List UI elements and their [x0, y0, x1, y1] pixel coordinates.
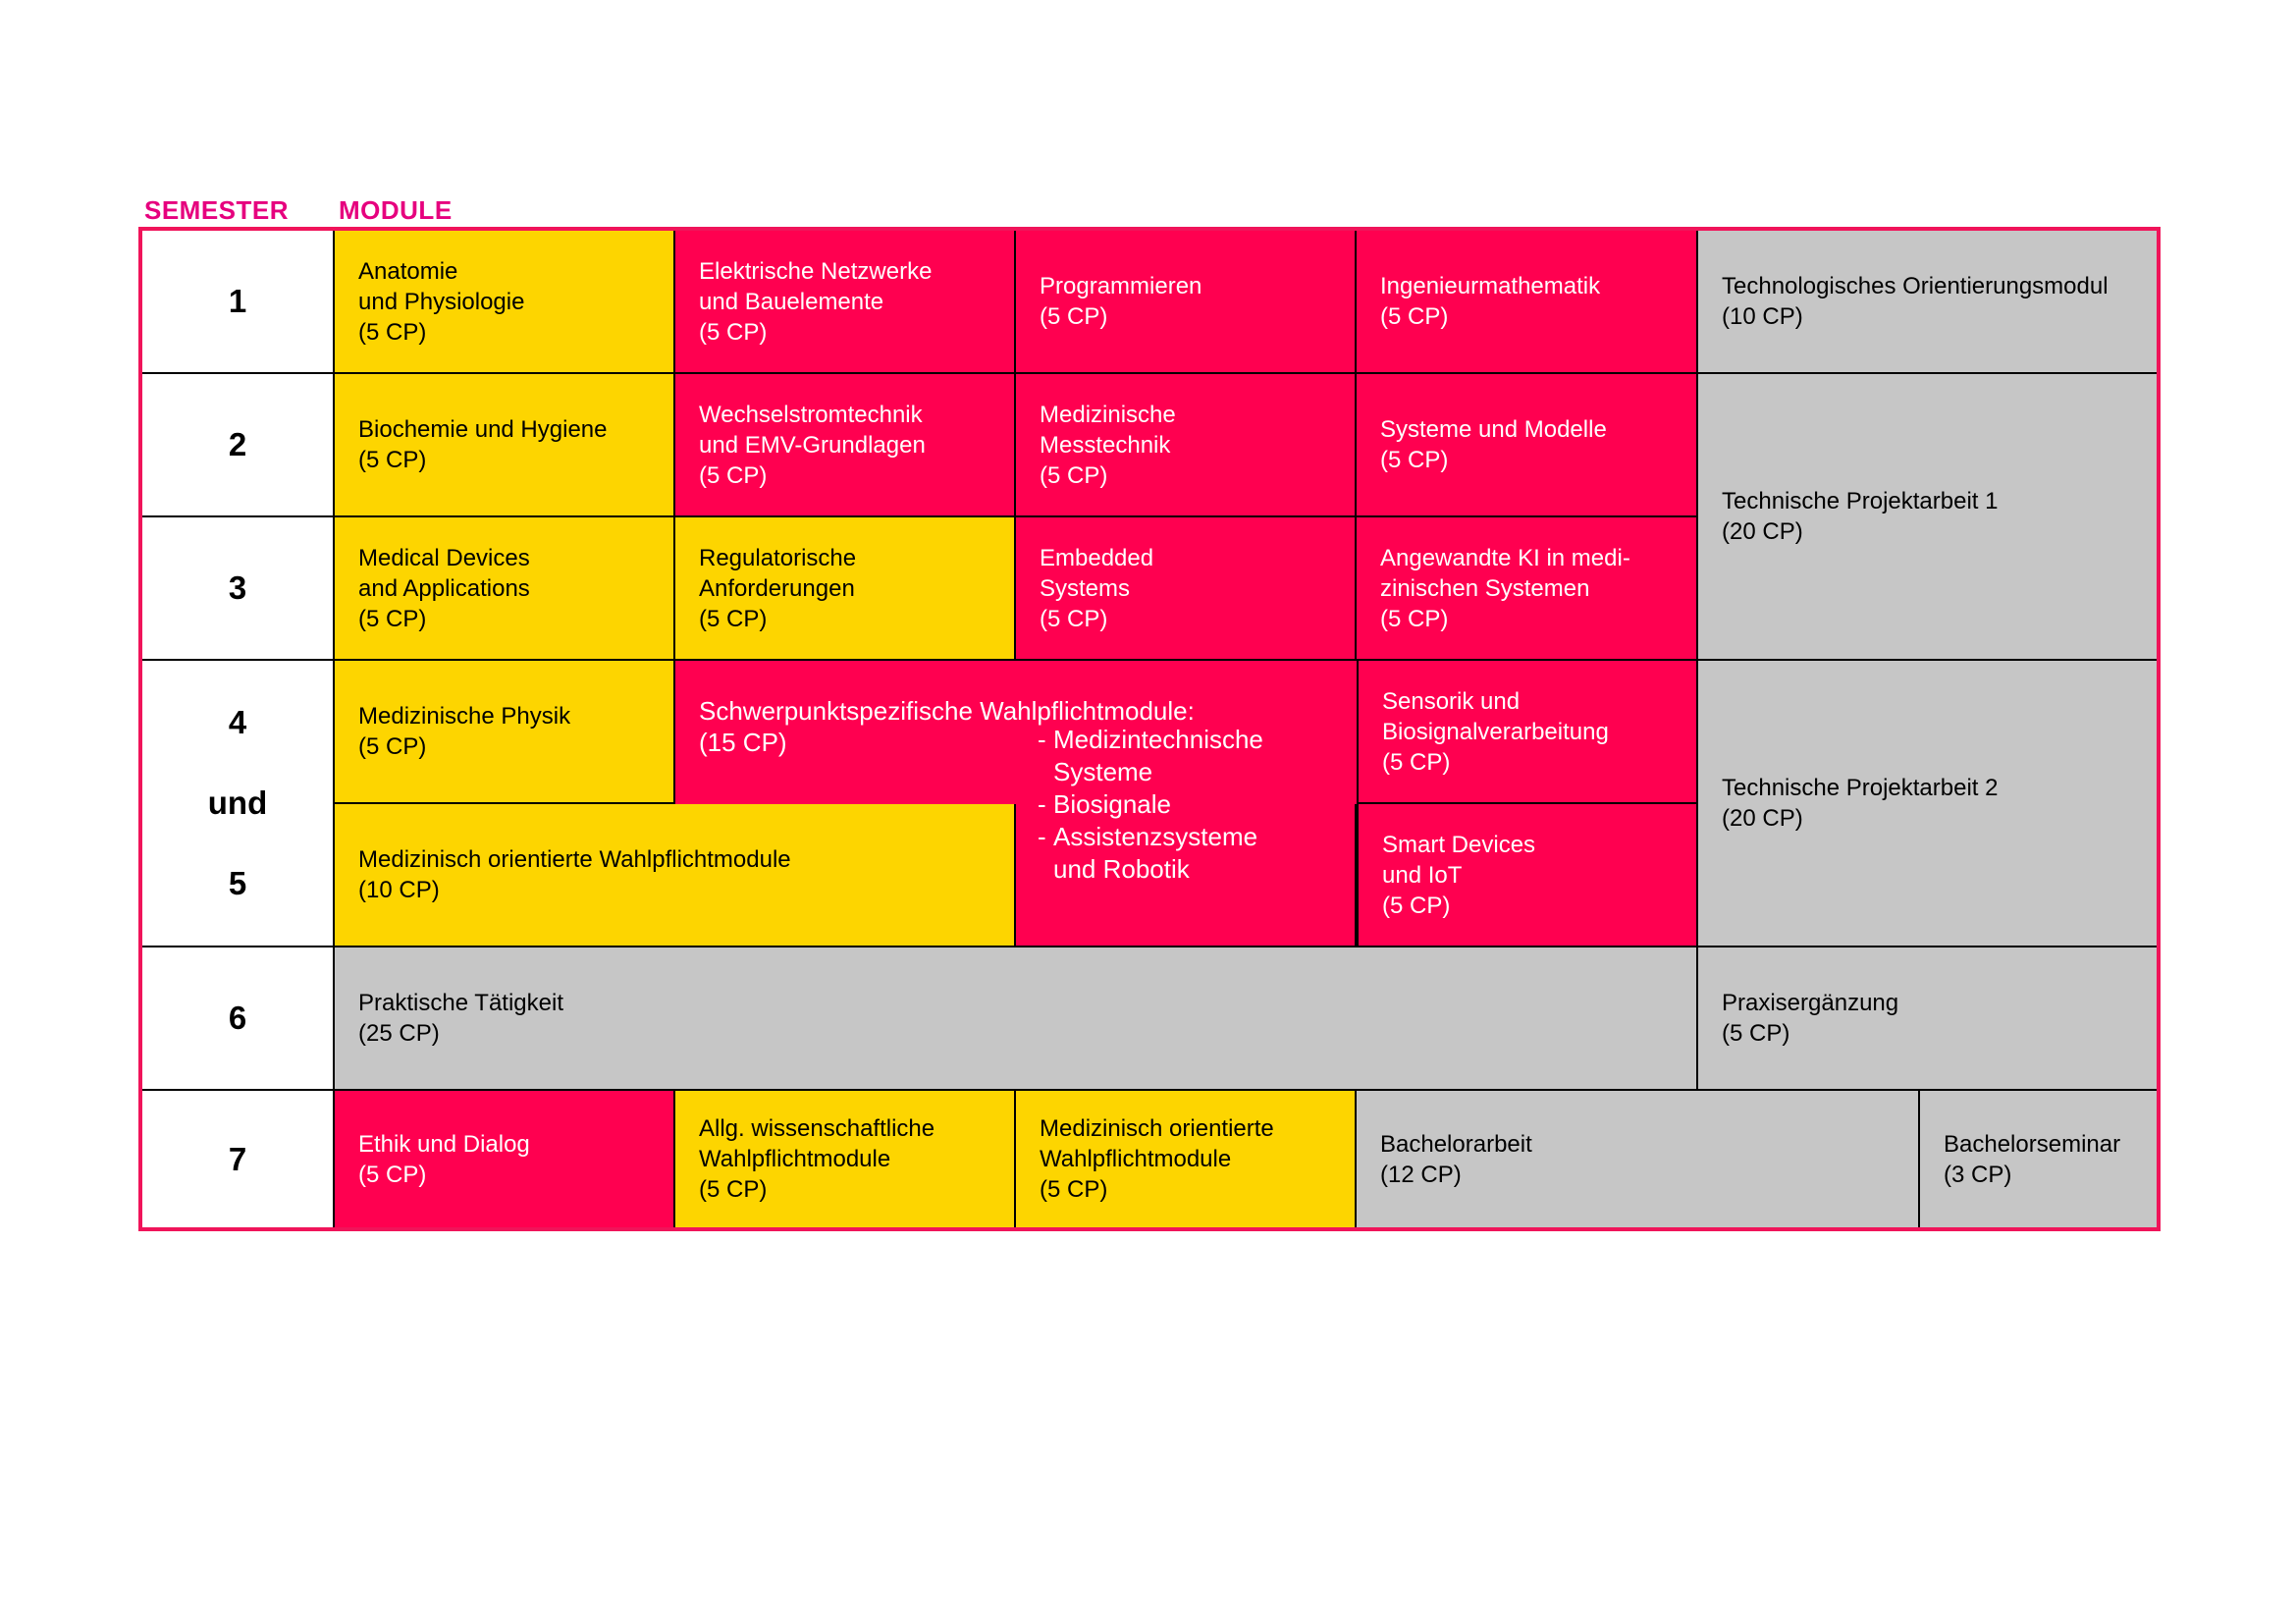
module-label: Angewandte KI in medi- zinischen Systeme… [1380, 544, 1630, 632]
module-smart-devices: Smart Devices und IoT (5 CP) [1357, 804, 1698, 947]
module-ingenieurmathematik: Ingenieurmathematik (5 CP) [1357, 231, 1698, 374]
module-label: Praxisergänzung (5 CP) [1722, 990, 1899, 1047]
module-column-header: MODULE [339, 195, 453, 225]
module-label: Biochemie und Hygiene (5 CP) [358, 416, 608, 473]
semester-6-label: 6 [142, 947, 335, 1091]
module-biochemie: Biochemie und Hygiene (5 CP) [335, 374, 675, 517]
module-label: Elektrische Netzwerke und Bauelemente (5… [699, 257, 933, 346]
module-sensorik: Sensorik und Biosignalverarbeitung (5 CP… [1357, 661, 1698, 804]
semester-column-header: SEMESTER [144, 195, 290, 225]
module-label: Medical Devices and Applications (5 CP) [358, 544, 530, 632]
semester-1-label: 1 [142, 231, 335, 374]
module-label: Medizinisch orientierte Wahlpflichtmodul… [1040, 1115, 1274, 1203]
module-medical-devices: Medical Devices and Applications (5 CP) [335, 517, 675, 661]
module-label: Technische Projektarbeit 1 (20 CP) [1722, 488, 1999, 545]
module-label: Medizinische Messtechnik (5 CP) [1040, 401, 1176, 489]
semester-number: 3 [228, 569, 247, 606]
semester-number: 4 [228, 704, 247, 740]
module-allg-wahlpflicht: Allg. wissenschaftliche Wahlpflichtmodul… [675, 1091, 1016, 1227]
semester-4-5-label: 4 und 5 [142, 661, 335, 947]
module-technologisches-orientierungsmodul: Technologisches Orientierungsmodul (10 C… [1698, 231, 2157, 374]
module-label: Ingenieurmathematik (5 CP) [1380, 273, 1601, 330]
module-label: Medizinisch orientierte Wahlpflichtmodul… [358, 846, 791, 903]
module-medizinische-messtechnik: Medizinische Messtechnik (5 CP) [1016, 374, 1357, 517]
semester-3-label: 3 [142, 517, 335, 661]
module-medizinische-physik: Medizinische Physik (5 CP) [335, 661, 675, 804]
module-label: Sensorik und Biosignalverarbeitung (5 CP… [1382, 687, 1609, 776]
list-item: Assistenzsysteme und Robotik [1038, 821, 1263, 886]
module-wechselstromtechnik: Wechselstromtechnik und EMV-Grundlagen (… [675, 374, 1016, 517]
module-projektarbeit-1: Technische Projektarbeit 1 (20 CP) [1698, 374, 2157, 661]
module-label: Technologisches Orientierungsmodul (10 C… [1722, 273, 2109, 330]
schwerpunkt-title: Schwerpunktspezifische Wahlpflichtmodule… [699, 696, 1195, 757]
module-label: Systeme und Modelle (5 CP) [1380, 416, 1607, 473]
module-angewandte-ki: Angewandte KI in medi- zinischen Systeme… [1357, 517, 1698, 661]
module-label: Anatomie und Physiologie (5 CP) [358, 257, 525, 346]
module-label: Regulatorische Anforderungen (5 CP) [699, 544, 857, 632]
module-label: Ethik und Dialog (5 CP) [358, 1130, 530, 1188]
module-label: Praktische Tätigkeit (25 CP) [358, 990, 563, 1047]
module-bachelorarbeit: Bachelorarbeit (12 CP) [1357, 1091, 1920, 1227]
module-embedded-systems: Embedded Systems (5 CP) [1016, 517, 1357, 661]
semester-connector: und [207, 784, 268, 821]
list-item: Biosignale [1038, 788, 1263, 821]
module-programmieren: Programmieren (5 CP) [1016, 231, 1357, 374]
module-praktische-taetigkeit: Praktische Tätigkeit (25 CP) [335, 947, 1698, 1091]
module-praxisergaenzung: Praxisergänzung (5 CP) [1698, 947, 2157, 1091]
semester-number: 1 [228, 283, 247, 319]
module-label: Embedded Systems (5 CP) [1040, 544, 1154, 632]
module-regulatorische-anforderungen: Regulatorische Anforderungen (5 CP) [675, 517, 1016, 661]
semester-number: 6 [228, 1000, 247, 1036]
semester-7-label: 7 [142, 1091, 335, 1227]
module-bachelorseminar: Bachelorseminar (3 CP) [1920, 1091, 2157, 1227]
semester-2-label: 2 [142, 374, 335, 517]
module-label: Smart Devices und IoT (5 CP) [1382, 831, 1536, 919]
module-projektarbeit-2: Technische Projektarbeit 2 (20 CP) [1698, 661, 2157, 947]
module-label: Wechselstromtechnik und EMV-Grundlagen (… [699, 401, 926, 489]
semester-number: 5 [228, 865, 247, 901]
module-label: Allg. wissenschaftliche Wahlpflichtmodul… [699, 1115, 935, 1203]
module-medizinisch-orientierte-wahlpflicht-5: Medizinisch orientierte Wahlpflichtmodul… [1016, 1091, 1357, 1227]
module-label: Technische Projektarbeit 2 (20 CP) [1722, 775, 1999, 832]
module-label: Programmieren (5 CP) [1040, 273, 1202, 330]
module-medizinisch-orientierte-wahlpflicht-10: Medizinisch orientierte Wahlpflichtmodul… [335, 804, 1016, 947]
module-anatomie: Anatomie und Physiologie (5 CP) [335, 231, 675, 374]
module-label: Medizinische Physik (5 CP) [358, 703, 571, 760]
schwerpunkt-list: Medizintechnische Systeme Biosignale Ass… [1038, 724, 1263, 886]
module-systeme-modelle: Systeme und Modelle (5 CP) [1357, 374, 1698, 517]
list-item: Medizintechnische Systeme [1038, 724, 1263, 788]
semester-number: 2 [228, 426, 247, 462]
module-ethik: Ethik und Dialog (5 CP) [335, 1091, 675, 1227]
module-label: Bachelorseminar (3 CP) [1944, 1130, 2121, 1188]
module-label: Bachelorarbeit (12 CP) [1380, 1130, 1532, 1188]
module-elektrische-netzwerke: Elektrische Netzwerke und Bauelemente (5… [675, 231, 1016, 374]
semester-number: 7 [228, 1140, 247, 1177]
